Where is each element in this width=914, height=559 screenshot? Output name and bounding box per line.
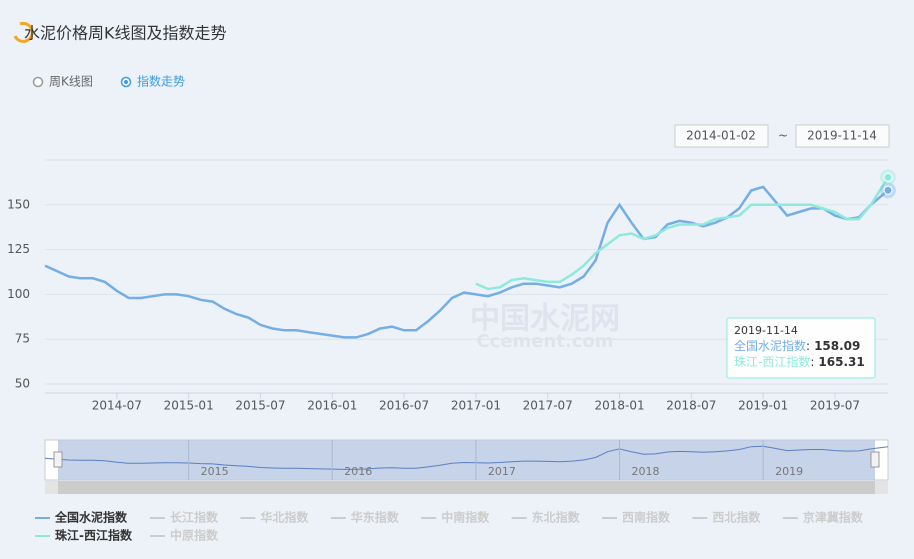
radio[interactable] (32, 76, 44, 88)
x-tick-label: 2017-01 (451, 399, 501, 413)
tooltip (726, 317, 876, 379)
tooltip-date: 2019-11-14 (734, 324, 798, 337)
series-line (475, 176, 890, 291)
date-sep: ~ (778, 129, 788, 143)
legend-label[interactable]: 东北指数 (532, 510, 581, 525)
scrollbar-thumb[interactable] (58, 481, 875, 494)
navigator-label: 2019 (775, 465, 803, 478)
x-tick-label: 2016-07 (379, 399, 429, 413)
legend-label[interactable]: 长江指数 (170, 510, 219, 525)
x-tick-label: 2018-01 (594, 399, 644, 413)
legend-label[interactable]: 西北指数 (712, 510, 761, 525)
navigator-handle[interactable] (53, 451, 63, 468)
date-to-text: 2019-11-14 (807, 129, 877, 143)
x-tick-label: 2016-01 (307, 399, 357, 413)
navigator-label: 2018 (632, 465, 660, 478)
hover-point (883, 172, 893, 182)
watermark: 中国水泥网 (470, 302, 620, 337)
x-tick-label: 2015-01 (164, 399, 214, 413)
y-tick-label: 125 (7, 242, 30, 256)
date-to[interactable] (795, 124, 890, 148)
date-from[interactable] (674, 124, 769, 148)
navigator-window[interactable] (58, 440, 875, 480)
navigator-label: 2017 (488, 465, 516, 478)
tooltip-row: 全国水泥指数: 158.09 (734, 338, 860, 353)
radio-dot (124, 80, 128, 84)
legend-label[interactable]: 全国水泥指数 (54, 510, 128, 525)
title: 水泥价格周K线图及指数走势 (24, 24, 227, 43)
navigator-line (44, 445, 889, 470)
tooltip-row: 珠江-西江指数: 165.31 (734, 354, 865, 369)
navigator-handle[interactable] (870, 451, 880, 468)
x-tick-label: 2018-07 (666, 399, 716, 413)
legend-label[interactable]: 华东指数 (351, 510, 400, 525)
date-from-text: 2014-01-02 (686, 129, 756, 143)
legend-label[interactable]: 京津冀指数 (803, 510, 864, 525)
x-tick-label: 2017-07 (523, 399, 573, 413)
x-tick-label: 2019-07 (810, 399, 860, 413)
x-tick-label: 2015-07 (235, 399, 285, 413)
hover-point (883, 185, 893, 195)
legend-label[interactable]: 中原指数 (170, 528, 219, 543)
navigator-label: 2016 (344, 465, 372, 478)
legend-label[interactable]: 中南指数 (441, 510, 490, 525)
legend-label[interactable]: 西南指数 (622, 510, 671, 525)
y-tick-label: 100 (7, 287, 30, 301)
x-tick-label: 2019-01 (738, 399, 788, 413)
y-tick-label: 75 (15, 332, 30, 346)
navigator-label: 2015 (201, 465, 229, 478)
logo (13, 21, 34, 43)
watermark: Ccement.com (476, 331, 613, 352)
radio-label[interactable]: 指数走势 (137, 74, 185, 89)
legend-label[interactable]: 珠江-西江指数 (55, 528, 133, 543)
legend-label[interactable]: 华北指数 (260, 510, 309, 525)
series-line (44, 185, 889, 339)
radio-label[interactable]: 周K线图 (49, 75, 93, 89)
y-tick-label: 50 (15, 377, 30, 391)
y-tick-label: 150 (7, 197, 30, 211)
x-tick-label: 2014-07 (92, 399, 142, 413)
